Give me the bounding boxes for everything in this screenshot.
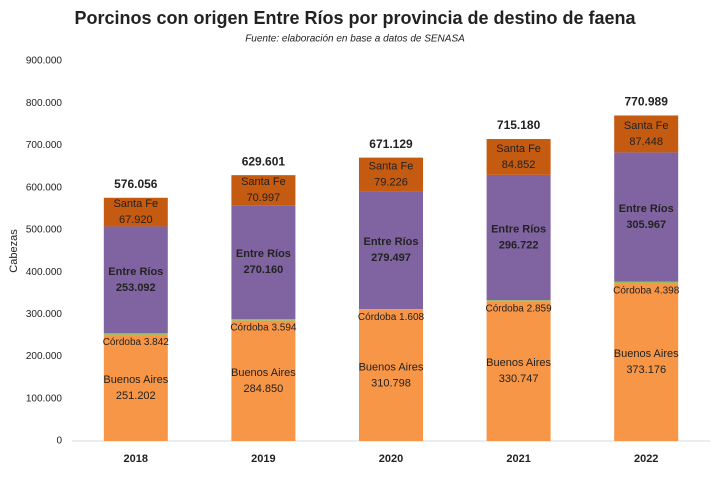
bar-segment xyxy=(103,197,168,227)
value-label: 279.497 xyxy=(371,252,411,264)
x-tick-label: 2022 xyxy=(634,453,658,465)
value-label: 2.859 xyxy=(527,303,552,314)
y-tick-label: 200.000 xyxy=(26,351,63,362)
bar-segment xyxy=(486,139,551,175)
value-label: 67.920 xyxy=(119,214,153,226)
value-label: 3.594 xyxy=(271,322,296,333)
value-label: 305.967 xyxy=(626,219,666,231)
value-label: 330.747 xyxy=(499,373,539,385)
series-name: Córdoba xyxy=(230,322,269,333)
series-name-label: Santa Fe xyxy=(241,176,286,188)
total-label: 629.601 xyxy=(242,154,286,168)
total-label: 715.180 xyxy=(497,118,541,132)
value-label: 296.722 xyxy=(499,239,539,251)
data-label: Córdoba 3.842 xyxy=(103,337,170,348)
value-label: 70.997 xyxy=(247,192,281,204)
value-label: 284.850 xyxy=(244,383,284,395)
series-name: Córdoba xyxy=(486,303,525,314)
value-label: 4.398 xyxy=(654,285,679,296)
y-tick-label: 100.000 xyxy=(26,393,63,404)
x-tick-label: 2020 xyxy=(379,453,403,465)
y-tick-label: 400.000 xyxy=(26,267,63,278)
chart-title: Porcinos con origen Entre Ríos por provi… xyxy=(74,8,636,28)
data-label: Córdoba 3.594 xyxy=(230,322,297,333)
bar-segment xyxy=(614,281,679,284)
bar-segment xyxy=(231,320,296,441)
x-tick-label: 2018 xyxy=(124,453,148,465)
series-name-label: Entre Ríos xyxy=(108,266,163,278)
y-tick-label: 0 xyxy=(56,436,62,447)
bar-segment xyxy=(231,319,296,321)
bar-segment xyxy=(103,226,168,334)
bar-segment xyxy=(359,191,423,310)
bar-segment xyxy=(359,309,423,441)
bar-segment xyxy=(486,301,551,441)
series-name-label: Buenos Aires xyxy=(486,357,551,369)
total-label: 671.129 xyxy=(369,137,413,151)
bar-segment xyxy=(614,283,679,441)
bar-segment xyxy=(103,334,168,441)
series-name: Córdoba xyxy=(358,311,397,322)
value-label: 1.608 xyxy=(399,311,424,322)
data-label: Córdoba 1.608 xyxy=(358,311,425,322)
total-label: 770.989 xyxy=(625,95,669,109)
series-name-label: Entre Ríos xyxy=(491,223,546,235)
y-tick-label: 600.000 xyxy=(26,182,63,193)
bar-segment xyxy=(614,152,679,282)
value-label: 3.842 xyxy=(144,337,169,348)
y-tick-label: 700.000 xyxy=(26,140,63,151)
y-tick-label: 500.000 xyxy=(26,225,63,236)
series-name-label: Santa Fe xyxy=(113,198,158,210)
bar-segment xyxy=(103,333,168,335)
y-tick-label: 300.000 xyxy=(26,309,63,320)
value-label: 310.798 xyxy=(371,377,411,389)
data-label: Córdoba 2.859 xyxy=(486,303,553,314)
y-tick-label: 900.000 xyxy=(26,56,63,67)
y-axis-label: Cabezas xyxy=(8,229,20,273)
y-tick-label: 800.000 xyxy=(26,98,63,109)
series-name-label: Entre Ríos xyxy=(363,236,418,248)
series-name: Córdoba xyxy=(103,337,142,348)
series-name-label: Santa Fe xyxy=(369,160,414,172)
series-name-label: Entre Ríos xyxy=(236,248,291,260)
value-label: 79.226 xyxy=(374,176,408,188)
total-label: 576.056 xyxy=(114,177,158,191)
x-tick-label: 2019 xyxy=(251,453,275,465)
value-label: 270.160 xyxy=(244,264,284,276)
series-name-label: Santa Fe xyxy=(624,120,669,132)
series-name-label: Santa Fe xyxy=(496,143,541,155)
value-label: 87.448 xyxy=(629,136,663,148)
value-label: 253.092 xyxy=(116,282,156,294)
bar-segment xyxy=(614,115,679,153)
data-label: Córdoba 4.398 xyxy=(613,285,680,296)
x-tick-label: 2021 xyxy=(506,453,530,465)
value-label: 84.852 xyxy=(502,159,536,171)
series-name-label: Buenos Aires xyxy=(614,348,679,360)
bar-segment xyxy=(486,174,551,301)
series-name-label: Buenos Aires xyxy=(359,361,424,373)
series-name: Córdoba xyxy=(613,285,652,296)
bar-segment xyxy=(359,157,423,192)
chart-subtitle: Fuente: elaboración en base a datos de S… xyxy=(245,34,465,45)
series-name-label: Buenos Aires xyxy=(103,374,168,386)
value-label: 251.202 xyxy=(116,390,156,402)
value-label: 373.176 xyxy=(626,364,666,376)
bar-segment xyxy=(486,300,551,302)
bar-segment xyxy=(231,205,296,320)
bar-segment xyxy=(231,175,296,206)
series-name-label: Buenos Aires xyxy=(231,367,296,379)
bar-segment xyxy=(359,309,423,310)
series-name-label: Entre Ríos xyxy=(619,203,674,215)
